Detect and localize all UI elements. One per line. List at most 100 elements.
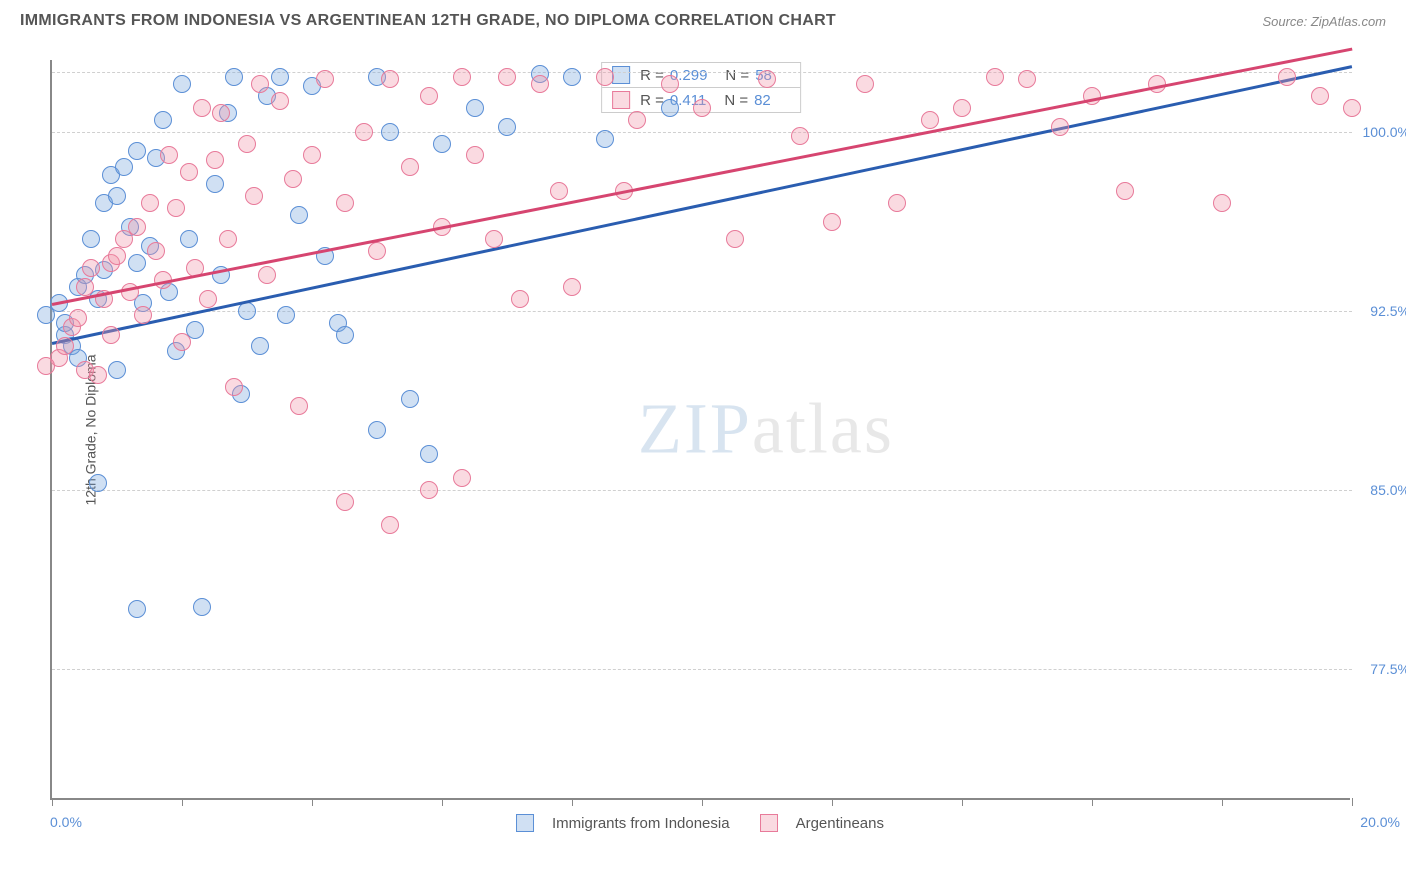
x-tick bbox=[182, 798, 183, 806]
watermark: ZIPatlas bbox=[638, 388, 894, 471]
scatter-point bbox=[498, 118, 516, 136]
scatter-point bbox=[563, 278, 581, 296]
scatter-point bbox=[856, 75, 874, 93]
x-tick bbox=[52, 798, 53, 806]
scatter-point bbox=[485, 230, 503, 248]
scatter-point bbox=[69, 309, 87, 327]
x-tick bbox=[1092, 798, 1093, 806]
series2-n-value: 82 bbox=[754, 92, 771, 109]
legend: Immigrants from Indonesia Argentineans bbox=[516, 814, 884, 832]
scatter-point bbox=[128, 254, 146, 272]
scatter-point bbox=[921, 111, 939, 129]
scatter-point bbox=[89, 366, 107, 384]
scatter-point bbox=[147, 242, 165, 260]
scatter-point bbox=[82, 230, 100, 248]
scatter-point bbox=[89, 474, 107, 492]
scatter-point bbox=[563, 68, 581, 86]
scatter-point bbox=[271, 92, 289, 110]
scatter-point bbox=[206, 175, 224, 193]
scatter-point bbox=[206, 151, 224, 169]
x-tick bbox=[1222, 798, 1223, 806]
scatter-point bbox=[1278, 68, 1296, 86]
source-attribution: Source: ZipAtlas.com bbox=[1262, 14, 1386, 29]
scatter-point bbox=[225, 378, 243, 396]
legend-swatch-series2 bbox=[760, 814, 778, 832]
scatter-point bbox=[115, 158, 133, 176]
y-tick-label: 77.5% bbox=[1370, 661, 1406, 677]
scatter-point bbox=[303, 146, 321, 164]
scatter-point bbox=[290, 397, 308, 415]
scatter-point bbox=[661, 75, 679, 93]
scatter-point bbox=[251, 337, 269, 355]
x-tick bbox=[572, 798, 573, 806]
x-axis-min-label: 0.0% bbox=[50, 814, 82, 830]
scatter-point bbox=[596, 68, 614, 86]
scatter-point bbox=[277, 306, 295, 324]
scatter-point bbox=[37, 357, 55, 375]
y-tick-label: 85.0% bbox=[1370, 482, 1406, 498]
scatter-point bbox=[661, 99, 679, 117]
scatter-point bbox=[550, 182, 568, 200]
x-tick bbox=[832, 798, 833, 806]
scatter-point bbox=[726, 230, 744, 248]
scatter-point bbox=[596, 130, 614, 148]
x-tick bbox=[1352, 798, 1353, 806]
scatter-point bbox=[56, 337, 74, 355]
scatter-point bbox=[102, 326, 120, 344]
scatter-point bbox=[258, 266, 276, 284]
n-label: N = bbox=[724, 92, 748, 109]
chart-title: IMMIGRANTS FROM INDONESIA VS ARGENTINEAN… bbox=[20, 12, 836, 30]
scatter-point bbox=[128, 600, 146, 618]
scatter-point bbox=[693, 99, 711, 117]
scatter-point bbox=[108, 187, 126, 205]
scatter-point bbox=[173, 75, 191, 93]
scatter-point bbox=[953, 99, 971, 117]
scatter-point bbox=[1213, 194, 1231, 212]
scatter-point bbox=[225, 68, 243, 86]
legend-item-series1: Immigrants from Indonesia bbox=[516, 814, 730, 832]
scatter-point bbox=[355, 123, 373, 141]
scatter-point bbox=[180, 163, 198, 181]
scatter-point bbox=[128, 218, 146, 236]
scatter-point bbox=[368, 421, 386, 439]
scatter-point bbox=[108, 361, 126, 379]
scatter-point bbox=[1018, 70, 1036, 88]
scatter-point bbox=[316, 70, 334, 88]
scatter-point bbox=[498, 68, 516, 86]
scatter-point bbox=[1051, 118, 1069, 136]
scatter-point bbox=[888, 194, 906, 212]
legend-label-series1: Immigrants from Indonesia bbox=[552, 815, 730, 832]
scatter-point bbox=[420, 481, 438, 499]
scatter-point bbox=[336, 326, 354, 344]
scatter-point bbox=[76, 278, 94, 296]
scatter-point bbox=[271, 68, 289, 86]
scatter-point bbox=[212, 104, 230, 122]
scatter-point bbox=[193, 598, 211, 616]
scatter-point bbox=[167, 199, 185, 217]
scatter-point bbox=[128, 142, 146, 160]
scatter-point bbox=[433, 135, 451, 153]
scatter-point bbox=[336, 493, 354, 511]
scatter-point bbox=[466, 99, 484, 117]
legend-label-series2: Argentineans bbox=[796, 815, 884, 832]
scatter-point bbox=[791, 127, 809, 145]
scatter-point bbox=[251, 75, 269, 93]
scatter-point bbox=[466, 146, 484, 164]
gridline bbox=[52, 490, 1352, 491]
scatter-point bbox=[245, 187, 263, 205]
scatter-point bbox=[108, 247, 126, 265]
x-tick bbox=[962, 798, 963, 806]
scatter-point bbox=[368, 242, 386, 260]
x-axis-max-label: 20.0% bbox=[1360, 814, 1400, 830]
gridline bbox=[52, 669, 1352, 670]
watermark-part1: ZIP bbox=[638, 389, 752, 469]
series2-swatch bbox=[612, 91, 630, 109]
scatter-point bbox=[141, 194, 159, 212]
scatter-point bbox=[336, 194, 354, 212]
scatter-point bbox=[238, 135, 256, 153]
x-tick bbox=[442, 798, 443, 806]
scatter-point bbox=[420, 445, 438, 463]
scatter-plot: ZIPatlas R = 0.299 N = 58 R = 0.411 N = … bbox=[50, 60, 1350, 800]
scatter-point bbox=[290, 206, 308, 224]
scatter-point bbox=[193, 99, 211, 117]
